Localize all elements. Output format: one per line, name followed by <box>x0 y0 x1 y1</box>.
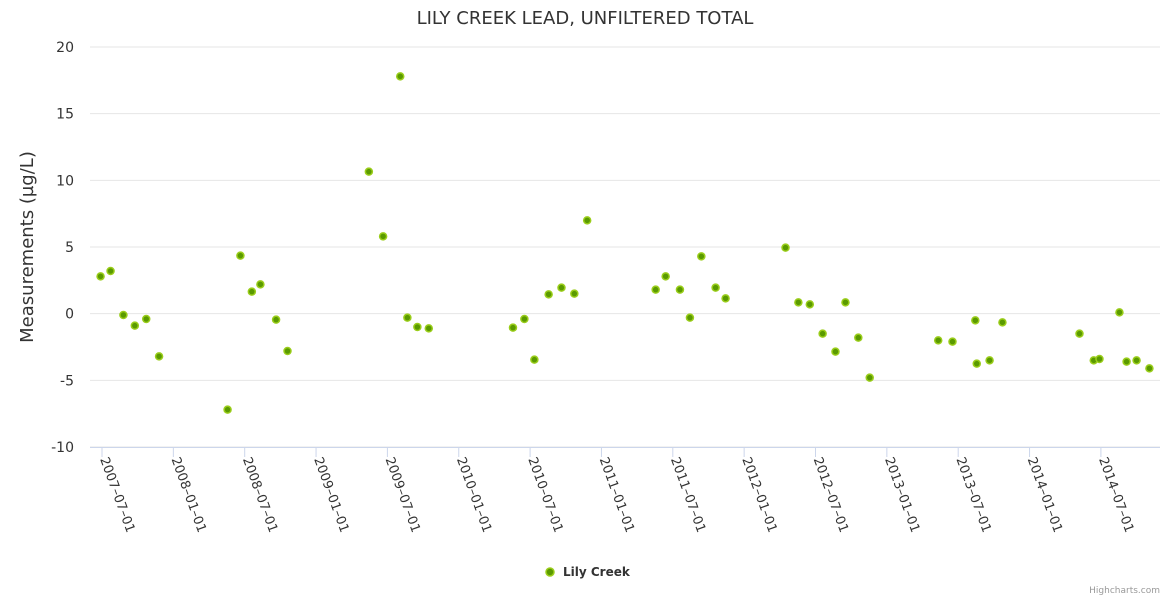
data-point[interactable] <box>395 72 405 81</box>
data-point[interactable] <box>256 280 265 289</box>
data-point[interactable] <box>972 359 982 368</box>
y-tick-label: 15 <box>56 107 74 123</box>
data-point[interactable] <box>119 310 128 320</box>
data-point[interactable] <box>933 336 943 345</box>
x-tick-label: 2012–07–01 <box>810 455 851 535</box>
data-point[interactable] <box>854 333 863 342</box>
data-point[interactable] <box>154 352 164 361</box>
data-point[interactable] <box>831 347 840 356</box>
data-point[interactable] <box>570 289 579 298</box>
x-tick-label: 2010–07–01 <box>524 455 565 535</box>
x-tick-label: 2014–07–01 <box>1095 455 1136 535</box>
data-point[interactable] <box>271 315 281 324</box>
data-point[interactable] <box>794 298 803 307</box>
data-point[interactable] <box>236 251 245 260</box>
data-point[interactable] <box>948 337 957 346</box>
data-point[interactable] <box>1075 329 1084 338</box>
legend-marker <box>545 567 555 577</box>
chart-title: LILY CREEK LEAD, UNFILTERED TOTAL <box>417 8 754 29</box>
data-point[interactable] <box>283 346 292 356</box>
data-point[interactable] <box>721 294 730 303</box>
x-tick-label: 2013–01–01 <box>881 455 922 535</box>
data-point[interactable] <box>530 355 539 364</box>
data-point[interactable] <box>413 322 422 332</box>
data-point[interactable] <box>865 373 874 382</box>
highcharts-credit[interactable]: Highcharts.com <box>1089 586 1160 596</box>
data-point[interactable] <box>378 232 388 241</box>
data-point[interactable] <box>96 272 105 281</box>
y-tick-label: 0 <box>65 307 74 323</box>
y-tick-label: 20 <box>56 40 74 56</box>
x-tick-label: 2011–01–01 <box>596 455 637 535</box>
y-axis-title: Measurements (µg/L) <box>17 151 38 343</box>
y-tick-label: -10 <box>51 440 74 456</box>
data-point[interactable] <box>403 313 412 322</box>
data-point[interactable] <box>985 356 994 365</box>
data-point[interactable] <box>1115 308 1124 317</box>
legend[interactable]: Lily Creek <box>545 565 631 579</box>
y-tick-label: 5 <box>65 240 74 256</box>
data-point[interactable] <box>651 285 660 294</box>
data-point[interactable] <box>998 318 1007 327</box>
data-point[interactable] <box>106 266 115 276</box>
x-tick-label: 2013–07–01 <box>952 455 993 535</box>
x-tick-label: 2012–01–01 <box>738 455 779 535</box>
data-point[interactable] <box>557 283 566 292</box>
data-point[interactable] <box>582 216 592 225</box>
data-point[interactable] <box>520 314 529 324</box>
x-tick-label: 2008–07–01 <box>239 455 280 535</box>
data-point[interactable] <box>1122 357 1131 366</box>
x-tick-label: 2010–01–01 <box>453 455 494 535</box>
data-point[interactable] <box>508 323 518 332</box>
data-point[interactable] <box>781 243 790 252</box>
x-tick-label: 2009–07–01 <box>382 455 423 535</box>
data-point[interactable] <box>841 298 850 307</box>
data-point[interactable] <box>971 316 980 325</box>
x-tick-label: 2008–01–01 <box>168 455 209 535</box>
data-point[interactable] <box>130 321 140 330</box>
data-point[interactable] <box>805 300 815 309</box>
data-point[interactable] <box>247 287 257 296</box>
data-point[interactable] <box>675 285 685 294</box>
x-tick-label: 2007–07–01 <box>96 455 137 535</box>
y-tick-label: -5 <box>60 373 74 389</box>
legend-item-lily-creek[interactable]: Lily Creek <box>563 565 631 579</box>
data-point[interactable] <box>223 405 232 414</box>
data-point[interactable] <box>1132 356 1141 365</box>
x-tick-label: 2011–07–01 <box>667 455 708 535</box>
data-point[interactable] <box>1095 354 1104 364</box>
data-point[interactable] <box>141 314 151 324</box>
data-point[interactable] <box>818 329 827 338</box>
data-point[interactable] <box>424 324 434 333</box>
data-point[interactable] <box>1145 364 1154 373</box>
data-point[interactable] <box>697 252 706 261</box>
data-point[interactable] <box>685 313 695 322</box>
x-tick-label: 2009–01–01 <box>310 455 351 535</box>
data-point[interactable] <box>544 290 553 299</box>
y-tick-label: 10 <box>56 173 74 189</box>
data-point[interactable] <box>711 283 720 292</box>
data-point[interactable] <box>364 167 374 176</box>
data-point[interactable] <box>661 272 670 281</box>
x-tick-label: 2014–01–01 <box>1024 455 1065 535</box>
